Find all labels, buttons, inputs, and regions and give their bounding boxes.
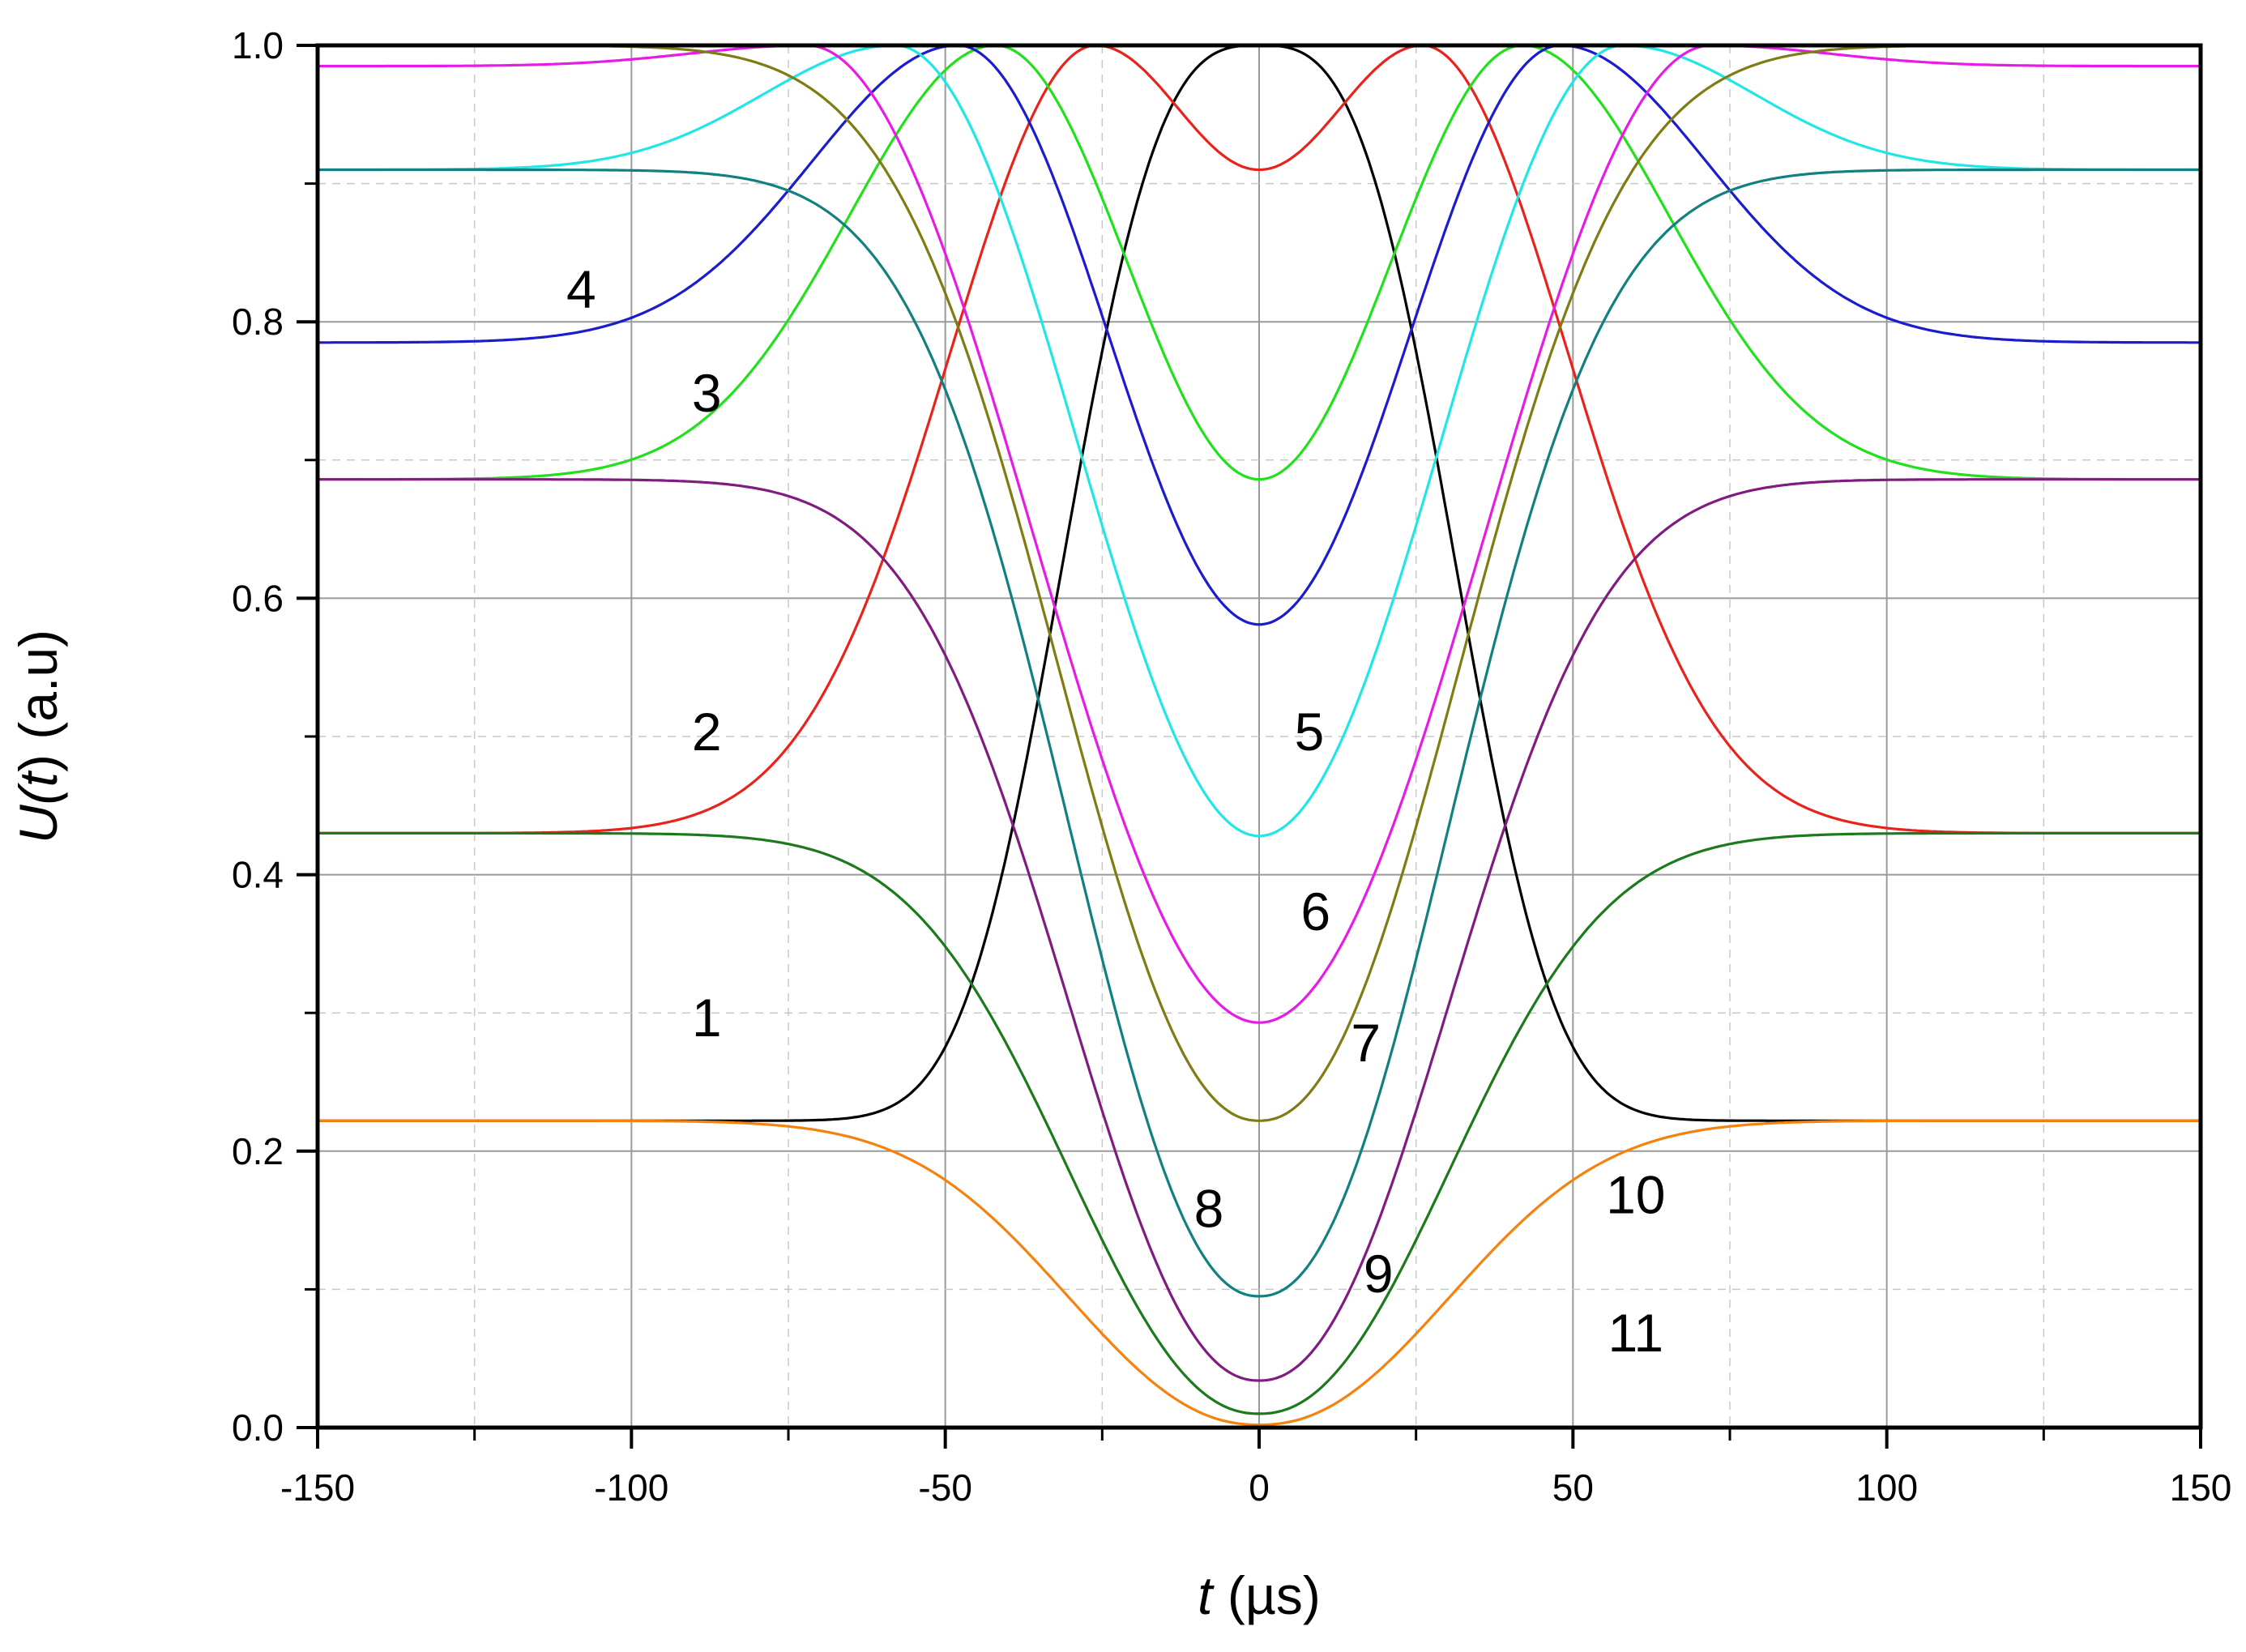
- series-line-5: [318, 44, 2201, 838]
- y-tick-label: 0.8: [232, 301, 284, 343]
- x-tick-label: 150: [2170, 1466, 2232, 1509]
- curve-label-9: 9: [1364, 1244, 1394, 1304]
- curve-label-8: 8: [1194, 1179, 1224, 1239]
- y-axis-var-pre: U(: [8, 782, 68, 843]
- curve-label-5: 5: [1295, 702, 1325, 762]
- series-line-2: [318, 44, 2201, 835]
- curve-label-3: 3: [692, 363, 722, 423]
- y-axis-title: U(t) (a.u): [8, 630, 68, 843]
- x-axis-title: t (µs): [1198, 1565, 1321, 1625]
- x-tick-label: 100: [1855, 1466, 1918, 1509]
- curve-label-4: 4: [566, 259, 596, 319]
- series-line-6: [318, 44, 2201, 1024]
- curve-labels: 1 2 3 4 5 6 7 8 9 10 11: [566, 259, 1666, 1363]
- series-line-3: [318, 44, 2201, 481]
- curve-label-1: 1: [692, 988, 722, 1048]
- y-axis-var-t: t: [8, 770, 68, 787]
- x-tick-label: -150: [280, 1466, 355, 1509]
- x-tick-label: -100: [594, 1466, 668, 1509]
- y-tick-label: 1.0: [232, 24, 284, 66]
- curve-label-10: 10: [1606, 1165, 1665, 1225]
- y-axis-unit: (a.u): [8, 630, 68, 754]
- x-axis-unit: (µs): [1213, 1565, 1321, 1625]
- series-line-9: [318, 478, 2201, 1382]
- curve-label-6: 6: [1300, 881, 1330, 941]
- x-tick-label: -50: [918, 1466, 971, 1509]
- curve-label-11: 11: [1608, 1303, 1664, 1363]
- y-axis-var-post: ): [8, 754, 68, 772]
- y-tick-label: 0.4: [232, 854, 284, 896]
- ticks: -150 -100 -50 0 50 100 150 0.0 0.2 0.4 0.6 0.8 1.0: [232, 24, 2231, 1509]
- curve-label-7: 7: [1351, 1013, 1381, 1073]
- series-line-8: [318, 168, 2201, 1298]
- x-tick-label: 50: [1552, 1466, 1594, 1509]
- y-tick-label: 0.6: [232, 577, 284, 619]
- series-line-4: [318, 44, 2201, 626]
- series-line-11: [318, 1119, 2201, 1427]
- x-tick-label: 0: [1249, 1466, 1270, 1509]
- x-axis-var: t: [1198, 1565, 1215, 1625]
- y-tick-label: 0.2: [232, 1130, 284, 1172]
- curve-label-2: 2: [692, 702, 722, 762]
- series-line-10: [318, 831, 2201, 1415]
- y-tick-label: 0.0: [232, 1407, 284, 1449]
